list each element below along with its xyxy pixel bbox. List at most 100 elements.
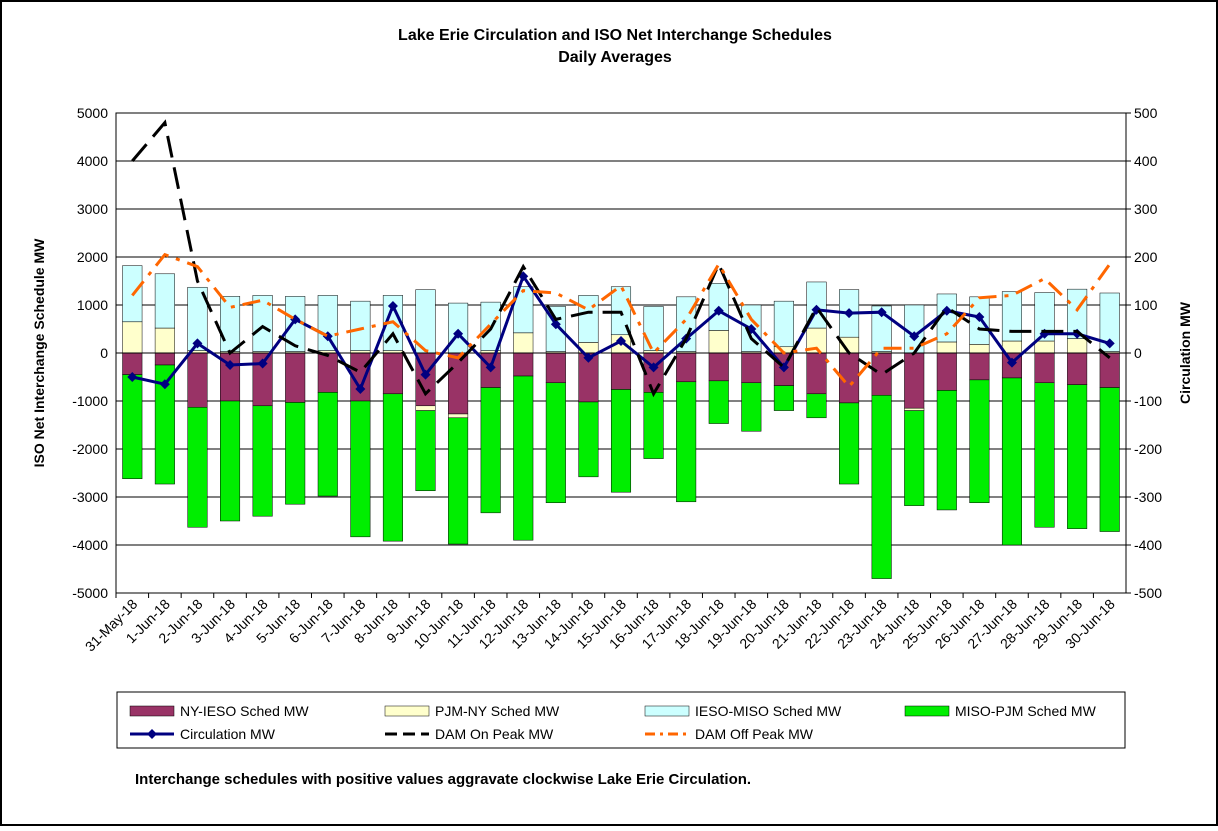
line-marker	[159, 379, 170, 390]
y-tick-label: -1000	[72, 393, 108, 409]
y-tick-label: 5000	[77, 105, 108, 121]
bar	[513, 332, 534, 354]
line-marker	[355, 384, 366, 394]
bar	[545, 382, 566, 504]
bar	[904, 352, 925, 409]
bar	[969, 379, 990, 504]
bar	[806, 352, 827, 395]
line-marker	[844, 308, 855, 319]
line-marker	[257, 358, 268, 369]
y-tick-label: 2000	[77, 249, 108, 265]
bar	[676, 352, 697, 383]
bar	[1034, 292, 1055, 342]
bar	[415, 410, 436, 492]
y2-tick-label: 0	[1134, 345, 1142, 361]
bar	[1001, 377, 1022, 546]
legend-marker	[147, 729, 157, 739]
line-marker	[453, 328, 464, 339]
chart-subtitle: Daily Averages	[558, 49, 672, 66]
y2-tick-label: 500	[1134, 105, 1158, 121]
bar	[578, 295, 599, 343]
bar	[1099, 352, 1120, 388]
bar	[154, 352, 175, 366]
y2-tick-label: -100	[1134, 393, 1162, 409]
bar	[187, 406, 208, 528]
bar	[187, 286, 208, 351]
legend-swatch	[129, 705, 175, 717]
legend-label: MISO-PJM Sched MW	[955, 703, 1097, 719]
bar	[122, 321, 143, 354]
chart-title: Lake Erie Circulation and ISO Net Interc…	[398, 27, 832, 44]
bar	[513, 286, 534, 334]
line-marker	[550, 319, 561, 330]
bar	[676, 381, 697, 503]
line-series	[131, 119, 1111, 398]
bar	[969, 344, 990, 354]
line-marker	[420, 369, 431, 380]
legend-label: Circulation MW	[180, 726, 276, 742]
legend-label: NY-IESO Sched MW	[180, 703, 309, 719]
line-marker	[1006, 357, 1017, 368]
bar	[285, 402, 306, 505]
bar	[773, 385, 794, 411]
y2-tick-label: -200	[1134, 441, 1162, 457]
legend-box	[116, 691, 1126, 749]
bar	[1034, 382, 1055, 528]
bar	[741, 352, 762, 384]
bar	[708, 380, 729, 424]
bar	[904, 407, 925, 411]
y-axis-title: ISO Net Interchange Schedule MW	[31, 238, 47, 467]
y2-tick-label: 300	[1134, 201, 1158, 217]
bar	[871, 394, 892, 579]
line-marker	[387, 300, 398, 311]
line-series	[131, 252, 1111, 389]
bar	[382, 352, 403, 395]
bar	[415, 405, 436, 411]
line-marker	[616, 336, 626, 346]
bar	[1099, 387, 1120, 532]
bar	[904, 410, 925, 506]
y-tick-label: -4000	[72, 537, 108, 553]
bar	[220, 400, 241, 522]
bar	[448, 417, 469, 545]
bar	[1001, 291, 1022, 342]
bar	[317, 295, 338, 351]
line-marker	[127, 372, 138, 382]
bar	[643, 392, 664, 459]
bar	[643, 306, 664, 351]
bar	[806, 393, 827, 419]
bar	[513, 375, 534, 541]
bar	[317, 352, 338, 393]
y-tick-label: 1000	[77, 297, 108, 313]
bar	[936, 341, 957, 354]
y-tick-label: 3000	[77, 201, 108, 217]
bar	[773, 300, 794, 348]
line-marker	[648, 362, 659, 373]
bar	[448, 413, 469, 419]
bar	[839, 402, 860, 485]
bar	[610, 389, 632, 493]
bar	[936, 390, 957, 511]
footnote: Interchange schedules with positive valu…	[135, 771, 751, 788]
line-marker	[225, 360, 236, 370]
line-marker	[713, 305, 724, 316]
bar	[610, 352, 632, 390]
legend-swatch	[904, 705, 950, 717]
legend-label: PJM-NY Sched MW	[435, 703, 560, 719]
bar	[1067, 352, 1088, 385]
line-marker	[485, 362, 496, 373]
bar	[252, 405, 273, 517]
line-marker	[583, 352, 594, 363]
bar	[1034, 340, 1055, 354]
bar	[708, 330, 729, 354]
bar	[154, 364, 175, 485]
bar	[936, 352, 957, 391]
legend-label: DAM Off Peak MW	[695, 726, 814, 742]
line-marker	[909, 331, 920, 342]
legend-label: IESO-MISO Sched MW	[695, 703, 842, 719]
y-tick-label: -5000	[72, 585, 108, 601]
bar	[969, 352, 990, 381]
bar	[317, 392, 338, 497]
bar	[220, 296, 241, 352]
y-tick-label: -3000	[72, 489, 108, 505]
